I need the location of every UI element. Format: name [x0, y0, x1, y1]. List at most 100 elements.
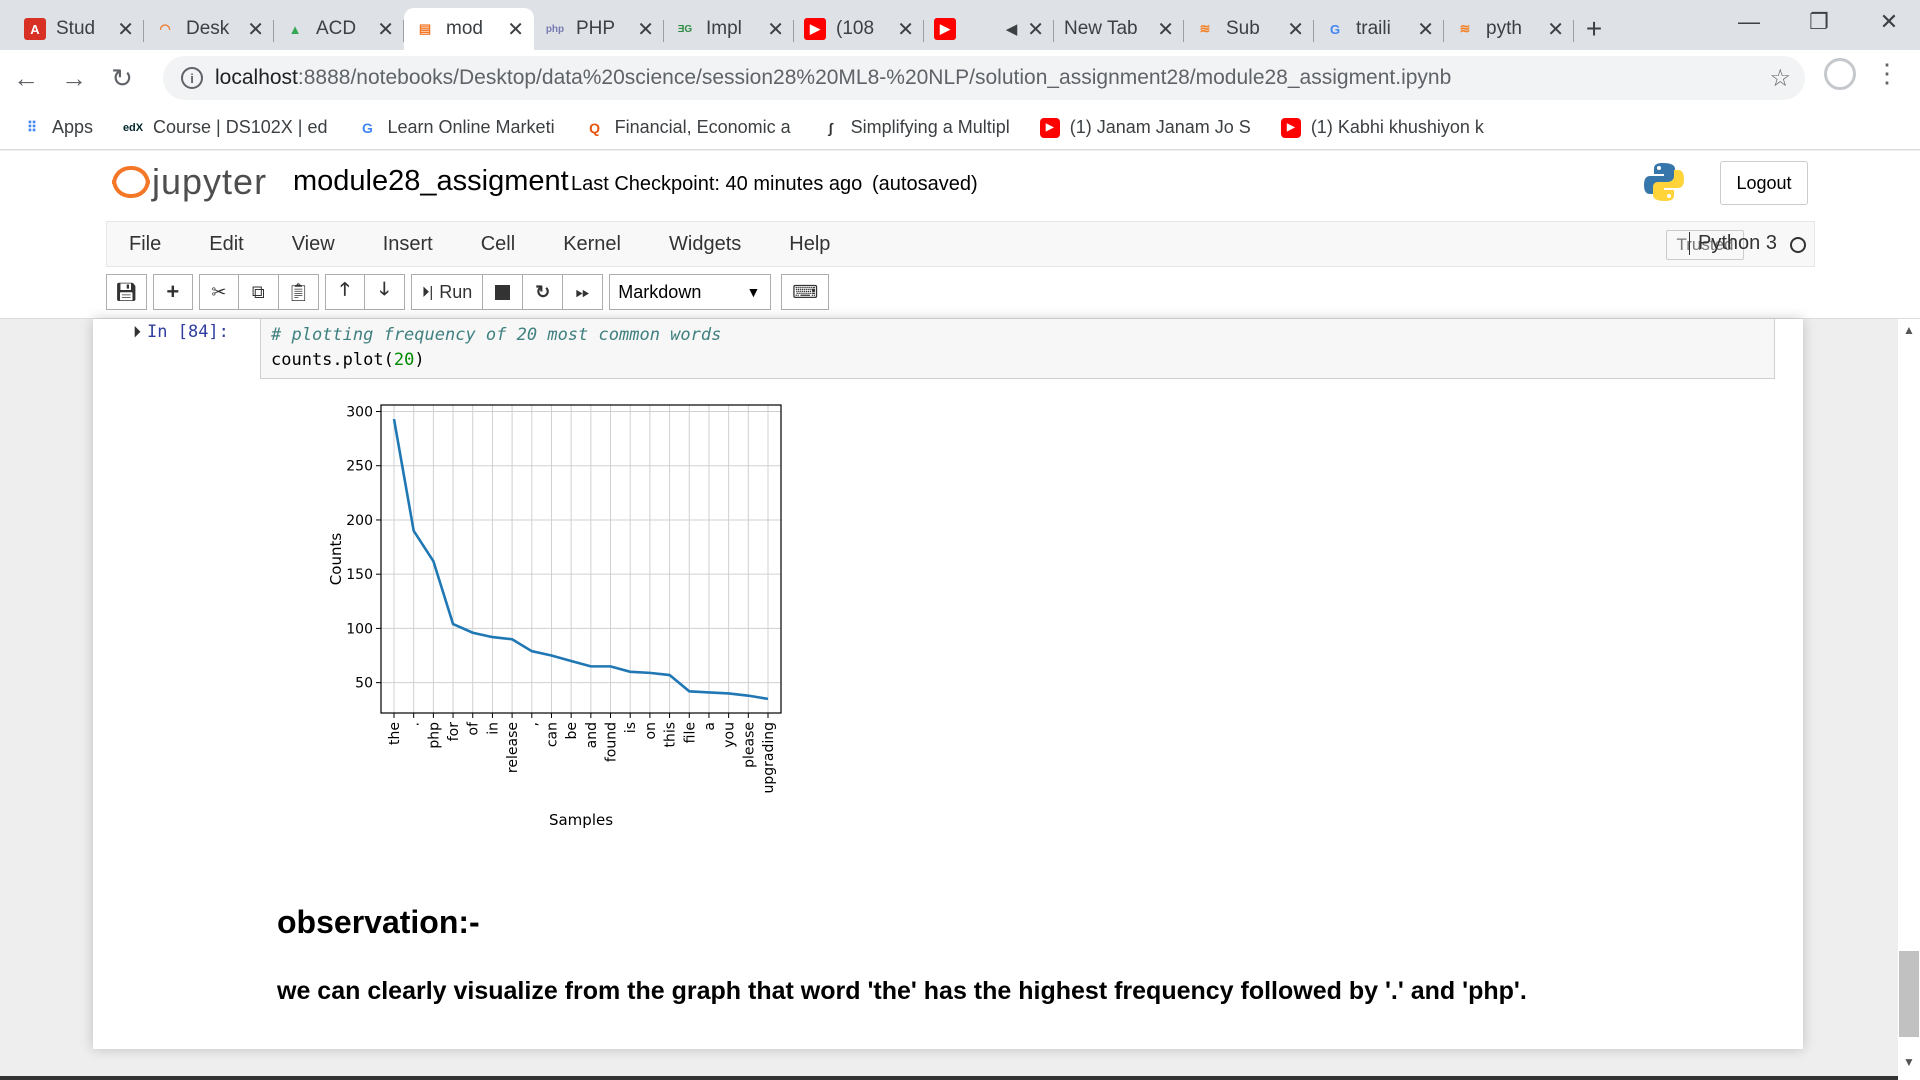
stop-icon[interactable] [483, 274, 524, 310]
move-up-icon[interactable]: 🡑 [324, 274, 365, 310]
vertical-scrollbar[interactable]: ▲ ▼ [1898, 319, 1920, 1080]
jupyter-logo[interactable]: jupyter [112, 161, 267, 203]
browser-tab[interactable]: A Stud ✕ [14, 8, 144, 50]
cut-icon[interactable]: ✂ [198, 274, 239, 310]
bookmark-item[interactable]: ∫ Simplifying a Multipl [821, 117, 1010, 138]
menu-kernel[interactable]: Kernel [563, 232, 621, 255]
stackoverflow-icon: ≋ [1199, 21, 1211, 36]
browser-tab[interactable]: ≋ pyth ✕ [1444, 8, 1574, 50]
close-window-icon[interactable]: ✕ [1879, 9, 1899, 34]
youtube-icon: ▶ [1039, 117, 1060, 138]
tab-separator [273, 20, 274, 42]
restore-icon[interactable]: ❐ [1809, 9, 1829, 34]
x-axis-label: Samples [549, 811, 613, 829]
notebook-container: ⏵︎ In [84]: # plotting frequency of 20 mo… [93, 319, 1803, 1049]
run-cell-icon[interactable]: ⏵︎ [133, 322, 142, 341]
menu-help[interactable]: Help [789, 232, 831, 255]
close-tab-icon[interactable]: ✕ [1547, 18, 1564, 41]
browser-tab[interactable]: ▤ mod ✕ [404, 8, 534, 50]
scrollbar-thumb[interactable] [1899, 951, 1919, 1037]
tab-separator [1183, 20, 1184, 42]
bookmark-item[interactable]: ⠿ Apps [22, 117, 93, 138]
jupyter-header: jupyter module28_assigment Last Checkpoi… [0, 151, 1920, 219]
close-tab-icon[interactable]: ✕ [1287, 18, 1304, 41]
bookmark-item[interactable]: ▶ (1) Janam Janam Jo S [1039, 117, 1251, 138]
back-arrow-icon[interactable]: ← [13, 62, 39, 93]
bookmark-item[interactable]: G Learn Online Marketi [357, 117, 555, 138]
close-tab-icon[interactable]: ✕ [507, 18, 524, 41]
x-tick-label: this [663, 722, 679, 748]
window-bottom-edge [0, 1076, 1898, 1080]
notebook-menubar: File Edit View Insert Cell Kernel Widgets Help T… [106, 221, 1815, 267]
y-tick-label: 200 [346, 513, 373, 529]
browser-tab[interactable]: ▶ ◀︎ ✕ [924, 8, 1054, 50]
browser-menu-icon[interactable]: ⋮ [1874, 58, 1900, 88]
browser-tab[interactable]: ƎG Impl ✕ [664, 8, 794, 50]
new-tab-button[interactable]: + [1585, 13, 1603, 44]
address-bar[interactable]: i localhost:8888/notebooks/Desktop/data%… [163, 56, 1805, 100]
notebook-name[interactable]: module28_assigment [293, 165, 569, 197]
cell-type-value: Markdown [618, 281, 702, 302]
copy-icon[interactable]: ⧉ [238, 274, 279, 310]
paste-icon[interactable]: 📋︎ [278, 274, 319, 310]
kernel-name[interactable]: Python 3 [1689, 232, 1777, 255]
bookmark-label: Financial, Economic a [614, 117, 791, 137]
tab-separator [1443, 20, 1444, 42]
restart-icon[interactable]: ↻ [523, 274, 564, 310]
scroll-down-icon[interactable]: ▼ [1903, 1055, 1915, 1069]
code-cell-input[interactable]: # plotting frequency of 20 most common w… [260, 319, 1775, 379]
x-tick-label: , [525, 722, 541, 726]
run-button[interactable]: ⏵︎| Run [410, 274, 484, 310]
reload-icon[interactable]: ↻ [111, 62, 133, 93]
x-tick-label: you [722, 722, 738, 748]
jupyter-logo-icon [112, 162, 150, 202]
move-down-icon[interactable]: 🡓 [364, 274, 405, 310]
browser-tab[interactable]: php PHP ✕ [534, 8, 664, 50]
trusted-indicator[interactable]: Trusted [1666, 230, 1744, 260]
tab-label: mod [446, 18, 483, 39]
save-icon[interactable]: 💾︎ [106, 274, 147, 310]
cell-type-select[interactable]: Markdown ▼ [609, 274, 772, 310]
php-icon: php [545, 23, 565, 35]
scroll-up-icon[interactable]: ▲ [1903, 323, 1915, 337]
close-tab-icon[interactable]: ✕ [1417, 18, 1434, 41]
browser-tab[interactable]: ▶ (108 ✕ [794, 8, 924, 50]
browser-tab[interactable]: ▲ ACD ✕ [274, 8, 404, 50]
site-info-icon[interactable]: i [181, 67, 203, 89]
bookmark-star-icon[interactable]: ☆ [1769, 64, 1791, 92]
close-tab-icon[interactable]: ✕ [1027, 18, 1044, 41]
speaker-muted-icon[interactable]: ◀︎ [1005, 21, 1018, 38]
profile-avatar[interactable] [1824, 58, 1856, 90]
close-tab-icon[interactable]: ✕ [897, 18, 914, 41]
browser-tab[interactable]: ◠ Desk ✕ [144, 8, 274, 50]
logout-button[interactable]: Logout [1720, 161, 1808, 205]
menu-insert[interactable]: Insert [382, 232, 433, 255]
menu-edit[interactable]: Edit [209, 232, 244, 255]
bookmark-item[interactable]: Q Financial, Economic a [585, 117, 791, 138]
menu-cell[interactable]: Cell [480, 232, 516, 255]
browser-tab[interactable]: New Tab ✕ [1054, 8, 1184, 50]
close-tab-icon[interactable]: ✕ [1157, 18, 1174, 41]
fast-forward-icon[interactable]: ⏩︎ [563, 274, 604, 310]
close-tab-icon[interactable]: ✕ [247, 18, 264, 41]
close-tab-icon[interactable]: ✕ [767, 18, 784, 41]
close-tab-icon[interactable]: ✕ [377, 18, 394, 41]
insert-cell-icon[interactable]: + [152, 274, 193, 310]
menu-file[interactable]: File [129, 232, 162, 255]
keyboard-icon[interactable]: ⌨ [781, 274, 830, 310]
google-icon: G [362, 119, 373, 136]
python-logo-icon [1644, 163, 1684, 201]
menu-view[interactable]: View [291, 232, 335, 255]
close-tab-icon[interactable]: ✕ [117, 18, 134, 41]
minimize-icon[interactable]: — [1738, 9, 1760, 34]
url-path: :8888/notebooks/Desktop/data%20science/s… [297, 66, 1452, 89]
browser-tab[interactable]: ≋ Sub ✕ [1184, 8, 1314, 50]
apps-grid-icon: ⠿ [26, 119, 38, 135]
menu-widgets[interactable]: Widgets [669, 232, 742, 255]
bookmark-item[interactable]: ▶ (1) Kabhi khushiyon k [1280, 117, 1484, 138]
bookmark-item[interactable]: edX Course | DS102X | ed [123, 117, 327, 138]
forward-arrow-icon[interactable]: → [61, 62, 87, 93]
bookmark-label: Apps [52, 117, 94, 137]
close-tab-icon[interactable]: ✕ [637, 18, 654, 41]
